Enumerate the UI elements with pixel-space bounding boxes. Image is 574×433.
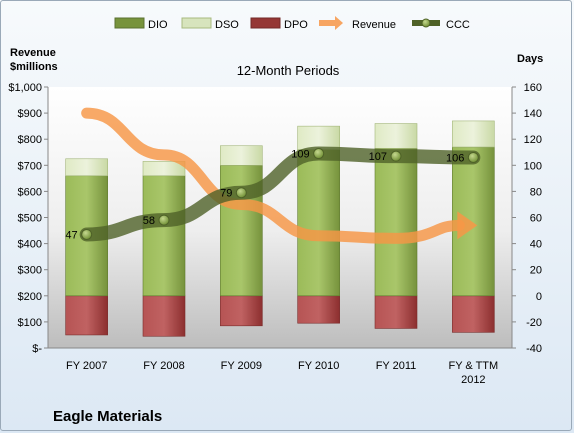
legend-swatch-dpo	[250, 17, 281, 29]
x-tick-label: FY 2008	[143, 360, 184, 372]
legend-item-ccc: CCC	[412, 18, 470, 31]
chart-title: 12-Month Periods	[237, 63, 340, 78]
company-name: Eagle Materials	[53, 408, 162, 425]
left-tick-label: $700	[18, 160, 42, 172]
ccc-point	[81, 228, 93, 240]
bar-dio	[297, 149, 340, 297]
right-axis-label: Days	[517, 53, 543, 65]
right-tick-label: 0	[536, 291, 542, 303]
legend-item-revenue: Revenue	[319, 16, 396, 31]
bar-dso	[65, 158, 108, 177]
left-tick-label: $800	[18, 134, 42, 146]
bar-dso	[297, 125, 340, 150]
right-tick-label: -20	[526, 317, 542, 329]
x-tick-label: FY 2009	[221, 360, 262, 372]
bar-dpo	[452, 295, 495, 333]
ccc-data-label: 106	[446, 152, 464, 164]
ccc-point	[158, 214, 170, 226]
right-tick-label: 40	[530, 239, 542, 251]
right-tick-label: 60	[530, 213, 542, 225]
legend-label-dpo: DPO	[284, 19, 308, 31]
right-tick-label: 100	[524, 160, 542, 172]
ccc-point	[235, 187, 247, 199]
bar-dpo	[374, 295, 418, 329]
legend-item-dso: DSO	[181, 17, 239, 31]
right-tick-label: 120	[524, 134, 542, 146]
legend-swatch-dio	[114, 17, 145, 29]
revenue-arrow	[81, 107, 478, 244]
bar-dpo	[220, 295, 263, 327]
x-tick-label: FY 2007	[66, 360, 107, 372]
right-tick-label: 160	[524, 82, 542, 94]
ccc-point	[390, 150, 402, 162]
legend-item-dpo: DPO	[250, 17, 308, 31]
legend-label-dso: DSO	[215, 19, 239, 31]
bar-dpo	[142, 295, 186, 337]
left-tick-label: $500	[18, 213, 42, 225]
left-axis-label-line1: Revenue	[10, 47, 56, 59]
bar-dpo	[65, 295, 108, 336]
left-tick-label: $1,000	[8, 82, 42, 94]
x-tick-label: FY 2011	[376, 360, 417, 372]
bar-dso	[374, 123, 418, 149]
x-tick-label: 2012	[461, 374, 485, 386]
ccc-data-label: 47	[65, 229, 77, 241]
ccc-data-label: 58	[143, 215, 155, 227]
legend-swatch-dso	[181, 17, 212, 29]
ccc-data-label: 109	[291, 149, 309, 161]
left-tick-label: $900	[18, 108, 42, 120]
x-axis-labels: FY 2007 FY 2008 FY 2009 FY 2010 FY 2011 FY & …	[66, 360, 498, 386]
left-tick-label: $100	[18, 317, 42, 329]
left-axis-label-line2: $millions	[10, 61, 58, 73]
legend-arrow-revenue	[319, 16, 343, 30]
legend-label-dio: DIO	[148, 19, 168, 31]
revenue-arrowhead	[457, 211, 478, 240]
bar-dio	[374, 148, 418, 297]
axis-ticks: $- $100 $200 $300 $400 $500 $600 $700 $800 $900 $1…	[8, 82, 542, 355]
x-tick-label: FY & TTM	[448, 360, 498, 372]
ccc-data-label: 107	[369, 151, 387, 163]
legend-marker-ccc	[421, 18, 431, 28]
bar-dso	[452, 120, 495, 148]
revenue-line	[81, 107, 465, 244]
left-tick-label: $-	[32, 343, 42, 355]
legend-label-ccc: CCC	[446, 19, 470, 31]
bar-dpo	[297, 295, 340, 324]
x-tick-label: FY 2010	[298, 360, 339, 372]
bar-dso	[220, 145, 263, 166]
legend-item-dio: DIO	[114, 17, 168, 31]
left-tick-label: $600	[18, 186, 42, 198]
ccc-data-label: 79	[220, 188, 232, 200]
legend-label-revenue: Revenue	[352, 19, 396, 31]
right-tick-label: 80	[530, 186, 542, 198]
bar-dso	[142, 161, 186, 177]
right-tick-label: 140	[524, 108, 542, 120]
bar-dio	[142, 175, 186, 297]
right-tick-label: 20	[530, 265, 542, 277]
ccc-point	[467, 151, 479, 163]
ccc-line: 47 58 79 109 107 106	[65, 146, 481, 242]
ccc-point	[313, 148, 325, 160]
left-tick-label: $200	[18, 291, 42, 303]
right-tick-label: -40	[526, 343, 542, 355]
left-tick-label: $300	[18, 265, 42, 277]
legend: DIO DSO DPO Revenue CCC	[114, 16, 470, 31]
left-tick-label: $400	[18, 239, 42, 251]
